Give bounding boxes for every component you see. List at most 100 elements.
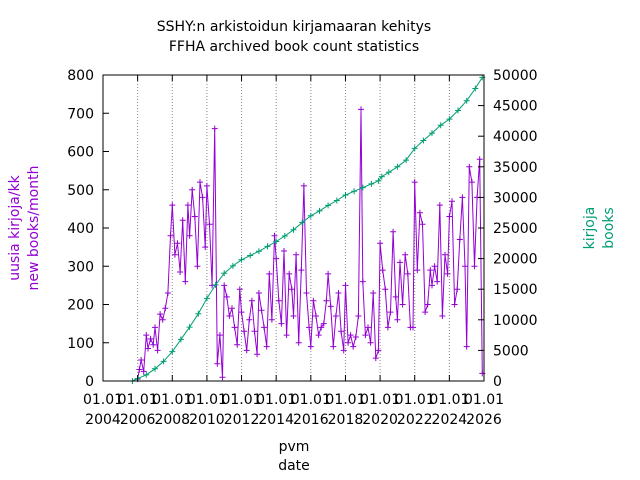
y-left-tick-label: 400 <box>67 221 94 237</box>
x-tick-label: 2010 <box>189 412 225 428</box>
series-monthly-point <box>171 251 178 258</box>
series-monthly-point <box>456 236 463 243</box>
series-monthly-point <box>462 263 468 270</box>
y-right-tick-label: 0 <box>493 374 502 390</box>
series-monthly-point <box>392 293 399 300</box>
series-monthly-point <box>359 278 366 285</box>
series-monthly-point <box>323 297 330 304</box>
series-cumulative-point <box>403 157 410 164</box>
x-tick-label: 01.01 <box>325 392 365 408</box>
series-monthly-point <box>199 194 206 201</box>
series-monthly-point <box>266 270 273 277</box>
y-left-tick-label: 800 <box>67 68 94 84</box>
series-monthly-point <box>248 297 255 304</box>
series-cumulative-point <box>472 85 479 92</box>
series-monthly-point <box>147 335 154 342</box>
series-monthly-point <box>229 305 235 312</box>
series-monthly-point <box>216 332 223 339</box>
series-monthly-point <box>211 125 218 132</box>
series-monthly-point <box>243 347 250 354</box>
series-monthly-point <box>419 221 426 228</box>
series-monthly-point <box>275 297 282 304</box>
series-cumulative-point <box>316 207 323 214</box>
y-right-tick-label: 30000 <box>493 190 538 206</box>
y-right-tick-label: 35000 <box>493 160 538 176</box>
series-cumulative-point <box>368 180 375 187</box>
y-right-tick-label: 15000 <box>493 282 538 298</box>
series-monthly-point <box>136 366 143 373</box>
series-monthly-point <box>162 305 169 312</box>
series-cumulative-point <box>375 177 382 184</box>
series-monthly-point <box>234 341 241 348</box>
series-monthly-point <box>414 267 421 274</box>
series-monthly-point <box>463 343 470 350</box>
series-monthly-point <box>152 324 158 331</box>
series-monthly-point <box>177 269 184 275</box>
y-left-tick-label: 600 <box>67 145 94 161</box>
x-tick-label: 2004 <box>85 412 121 428</box>
series-monthly-point <box>194 263 201 270</box>
y-right-tick-label: 5000 <box>493 343 529 359</box>
series-monthly-point <box>303 290 310 296</box>
series-monthly-point <box>236 286 243 293</box>
x-axis-title-line-1: pvm <box>279 439 310 455</box>
series-monthly-point <box>370 290 377 296</box>
series-monthly-point <box>468 179 475 186</box>
x-tick-label: 01.01 <box>464 392 504 408</box>
y-left-tick-label: 500 <box>67 183 94 199</box>
series-monthly-point <box>384 324 391 331</box>
y-right-tick-label: 50000 <box>493 68 538 84</box>
series-monthly-point <box>307 343 314 350</box>
series-monthly-point <box>254 351 261 358</box>
series-monthly-point <box>342 282 349 289</box>
series-cumulative-point <box>378 173 385 180</box>
series-monthly-point <box>340 347 347 354</box>
x-tick-label: 01.01 <box>360 392 400 408</box>
series-monthly-point <box>278 320 285 327</box>
series-cumulative-point <box>299 219 306 226</box>
series-cumulative-point <box>169 348 176 355</box>
x-tick-label: 2018 <box>328 412 364 428</box>
series-monthly-point <box>271 232 278 239</box>
x-tick-label: 2006 <box>120 412 156 428</box>
series-monthly-point <box>241 328 248 335</box>
x-tick-label: 01.01 <box>83 392 123 408</box>
y-left-tick-label: 100 <box>67 336 94 352</box>
series-monthly-point <box>345 339 352 346</box>
series-monthly-point <box>367 339 374 346</box>
series-monthly-point <box>436 202 443 209</box>
series-monthly-point <box>223 293 230 300</box>
series-monthly-point <box>263 343 270 350</box>
series-monthly-point <box>390 228 397 235</box>
series-cumulative-point <box>212 281 219 288</box>
x-tick-label: 01.01 <box>395 392 435 408</box>
series-monthly-point <box>362 332 369 339</box>
series-cumulative-point <box>437 122 444 129</box>
series-monthly-point <box>219 374 226 381</box>
series-monthly-point <box>335 290 342 296</box>
series-monthly-point <box>164 290 171 296</box>
series-monthly-point <box>377 240 384 247</box>
series-monthly-point <box>471 263 478 270</box>
series-monthly-point <box>404 270 411 277</box>
series-monthly-point <box>288 286 295 293</box>
series-cumulative-point <box>281 233 288 239</box>
series-monthly-point <box>179 217 186 224</box>
x-tick-label: 2014 <box>258 412 294 428</box>
y-axis-right-title-line-1: kirjoja <box>582 207 598 250</box>
series-cumulative-point <box>359 184 366 191</box>
y-axis-left-title: uusia kirjoja/kk new books/month <box>7 166 42 291</box>
series-monthly-point <box>416 209 423 216</box>
series-cumulative-point <box>229 262 236 269</box>
series-monthly-point <box>454 286 461 293</box>
series-monthly-point <box>226 313 233 319</box>
series-cumulative-point <box>429 130 435 137</box>
series-monthly-point <box>352 334 359 340</box>
series-monthly-point <box>439 313 446 319</box>
series-monthly-point <box>182 278 189 285</box>
series-monthly-point <box>295 339 302 346</box>
series-cumulative-point <box>342 192 349 198</box>
x-axis-title: pvm date <box>278 439 310 474</box>
series-monthly-point <box>273 255 280 262</box>
series-monthly-point <box>358 106 364 113</box>
